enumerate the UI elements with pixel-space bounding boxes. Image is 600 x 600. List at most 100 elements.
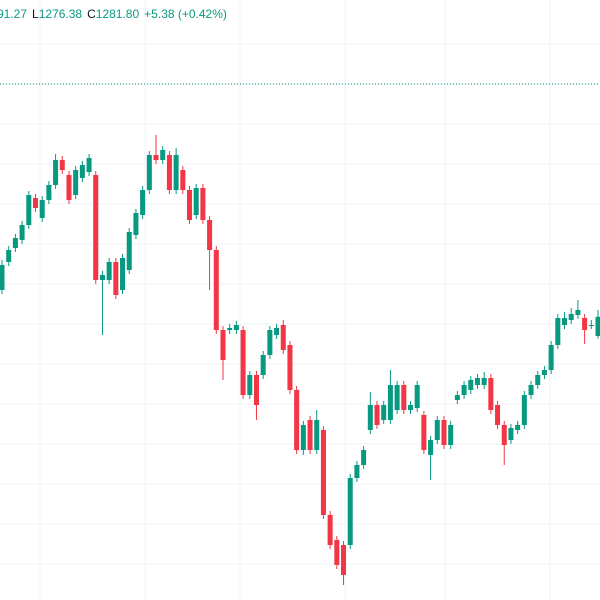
- low-value: 1276.38: [39, 7, 83, 21]
- candle-body: [300, 425, 306, 450]
- candle-body: [468, 380, 474, 390]
- candle-body: [274, 328, 280, 335]
- candle-body: [428, 440, 434, 455]
- candle-body: [347, 478, 353, 545]
- close-label: C: [87, 7, 96, 21]
- candle-body: [173, 155, 179, 190]
- candle-body: [200, 188, 206, 220]
- candle-body: [555, 318, 561, 345]
- candle-body: [73, 170, 79, 195]
- candle-body: [213, 250, 219, 330]
- candle-body: [146, 155, 152, 190]
- candle-body: [153, 155, 159, 160]
- low-label: L: [32, 7, 39, 21]
- candle-body: [294, 390, 300, 450]
- candle-body: [454, 395, 460, 400]
- candle-body: [86, 158, 92, 172]
- candle-body: [19, 225, 25, 240]
- candle-body: [160, 150, 166, 160]
- candle-body: [220, 330, 226, 360]
- candle-body: [341, 545, 347, 575]
- candle-body: [280, 325, 286, 350]
- candle-body: [387, 385, 393, 420]
- candle-body: [582, 318, 588, 330]
- candle-body: [233, 325, 239, 330]
- candle-body: [515, 425, 521, 430]
- candle-body: [448, 425, 454, 445]
- candle-body: [126, 232, 132, 270]
- candle-body: [59, 160, 65, 170]
- candle-body: [0, 265, 5, 290]
- candle-body: [407, 405, 414, 410]
- vertical-grid: [39, 0, 551, 600]
- candle-body: [307, 420, 313, 450]
- candle-body: [240, 330, 246, 395]
- candle-body: [46, 185, 52, 200]
- candle-body: [53, 160, 59, 185]
- ohlc-header: 91.27 L1276.38 C1281.80 +5.38 (+0.42%): [0, 7, 227, 21]
- candle-body: [508, 428, 514, 440]
- candle-body: [180, 170, 186, 190]
- candle-body: [79, 165, 85, 178]
- candle-body: [253, 375, 259, 405]
- candle-body: [541, 370, 547, 375]
- candle-body: [327, 515, 333, 545]
- change-value: +5.38 (+0.42%): [144, 7, 227, 21]
- candle-body: [501, 425, 507, 445]
- candle-body: [32, 198, 38, 208]
- candle-body: [140, 190, 146, 215]
- candle-body: [575, 310, 581, 315]
- candle-body: [354, 465, 360, 478]
- candle-body: [66, 175, 72, 200]
- candle-body: [381, 405, 387, 420]
- candle-body: [595, 316, 600, 336]
- candle-body: [361, 450, 367, 465]
- candle-body: [434, 420, 440, 440]
- high-value: 91.27: [0, 7, 27, 21]
- candle-body: [374, 405, 380, 425]
- candle-body: [535, 375, 541, 385]
- candle-body: [495, 405, 501, 425]
- candle-body: [287, 345, 293, 390]
- candle-body: [186, 190, 193, 220]
- candle-body: [133, 213, 139, 235]
- candle-body: [548, 345, 554, 370]
- candle-body: [314, 420, 320, 450]
- candle-body: [394, 385, 400, 410]
- candle-body: [421, 415, 427, 450]
- candle-body: [120, 258, 126, 290]
- candle-body: [6, 250, 12, 262]
- candle-body: [521, 395, 527, 425]
- candle-body: [414, 385, 420, 408]
- candle-body: [320, 430, 326, 515]
- close-value: 1281.80: [96, 7, 140, 21]
- candle-body: [367, 405, 373, 430]
- candle-body: [401, 385, 407, 410]
- candle-body: [193, 188, 199, 215]
- candle-body: [568, 314, 574, 320]
- candle-body: [166, 155, 172, 190]
- candle-body: [461, 385, 467, 395]
- horizontal-grid: [0, 43, 600, 565]
- candle-body: [26, 195, 32, 225]
- candle-body: [528, 385, 534, 395]
- candle-body: [227, 328, 233, 330]
- candle-body: [488, 378, 494, 410]
- candle-body: [267, 330, 273, 355]
- candles: [0, 135, 600, 585]
- candle-body: [481, 378, 487, 385]
- candle-body: [562, 318, 568, 325]
- candle-body: [334, 540, 340, 565]
- candle-body: [93, 175, 99, 280]
- candle-body: [12, 238, 18, 248]
- candle-body: [113, 262, 119, 295]
- candle-body: [207, 220, 213, 250]
- candle-body: [441, 420, 447, 445]
- candle-body: [247, 375, 253, 395]
- candle-body: [588, 325, 594, 326]
- candle-body: [260, 355, 266, 375]
- candle-body: [39, 200, 45, 218]
- candle-body: [106, 262, 112, 280]
